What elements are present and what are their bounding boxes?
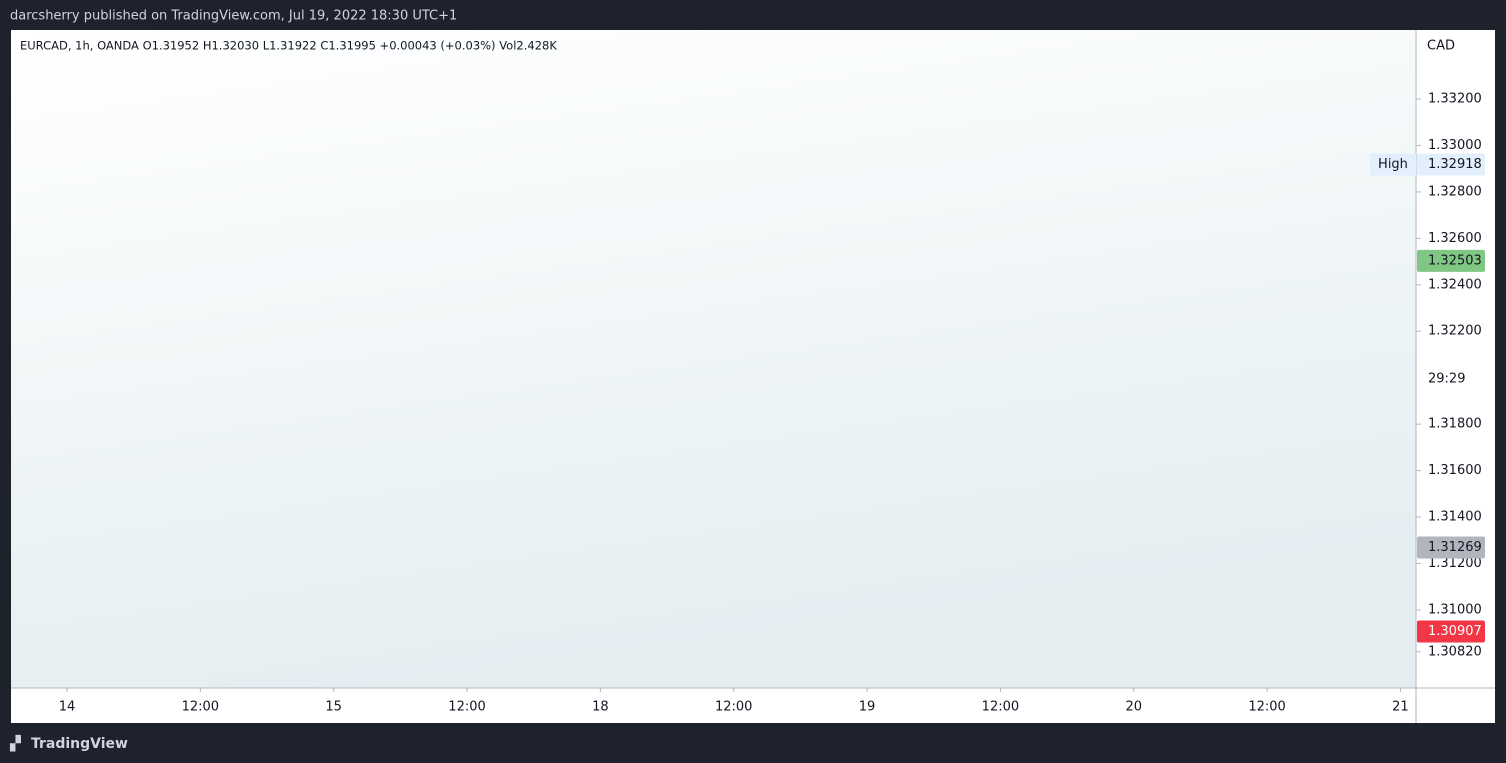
y-tick-label: 1.32200 xyxy=(1428,324,1482,339)
x-tick-label: 19 xyxy=(859,700,876,715)
countdown: 29:29 xyxy=(1428,371,1465,386)
axes: 1.33200 1.33000 1.32800 1.32600 1.32400 1.322… xyxy=(59,91,1485,715)
x-tick-label: 15 xyxy=(325,700,342,715)
footer-logo: ▞ xyxy=(9,734,21,752)
x-tick-label: 12:00 xyxy=(1248,700,1285,715)
y-tick-label: 1.33000 xyxy=(1428,138,1482,153)
y-tick-label: 1.31000 xyxy=(1428,602,1482,617)
price-badge xyxy=(1417,249,1485,272)
y-tick-label: 1.32800 xyxy=(1428,184,1482,199)
x-tick-label: 18 xyxy=(592,700,609,715)
price-badge xyxy=(1417,620,1485,643)
price-badge-label: 1.32503 xyxy=(1428,253,1482,268)
x-tick-label: 12:00 xyxy=(715,700,752,715)
footer: TradingView xyxy=(31,736,128,752)
high-tag-label: High xyxy=(1378,157,1408,172)
price-badge xyxy=(1417,536,1485,559)
y-tick-label: 1.33200 xyxy=(1428,91,1482,106)
x-tick-label: 21 xyxy=(1392,700,1409,715)
x-tick-label: 12:00 xyxy=(982,700,1019,715)
y-tick-label: 1.30820 xyxy=(1428,644,1482,659)
plot-area xyxy=(11,30,1416,688)
price-badge-label: 1.31269 xyxy=(1428,540,1482,555)
y-tick-label: 1.32600 xyxy=(1428,231,1482,246)
header: darcsherry published on TradingView.com,… xyxy=(10,9,457,24)
legend: EURCAD, 1h, OANDA O1.31952 H1.32030 L1.3… xyxy=(20,39,557,53)
y-tick-label: 1.31400 xyxy=(1428,510,1482,525)
price-badge-label: 1.32918 xyxy=(1428,157,1482,172)
x-tick-label: 20 xyxy=(1125,700,1142,715)
y-tick-label: 1.31800 xyxy=(1428,417,1482,432)
y-tick-label: 1.32400 xyxy=(1428,277,1482,292)
y-tick-label: 1.31600 xyxy=(1428,463,1482,478)
x-tick-label: 12:00 xyxy=(182,700,219,715)
time-axis xyxy=(11,688,1416,723)
high-tag xyxy=(1370,153,1416,176)
y-tick-label: 1.31200 xyxy=(1428,556,1482,571)
currency: CAD xyxy=(1427,39,1455,54)
countdown-badge xyxy=(1417,367,1485,390)
x-tick-label: 14 xyxy=(59,700,76,715)
price-badge xyxy=(1417,153,1485,176)
price-badge-label: 1.30907 xyxy=(1428,624,1482,639)
x-tick-label: 12:00 xyxy=(448,700,485,715)
